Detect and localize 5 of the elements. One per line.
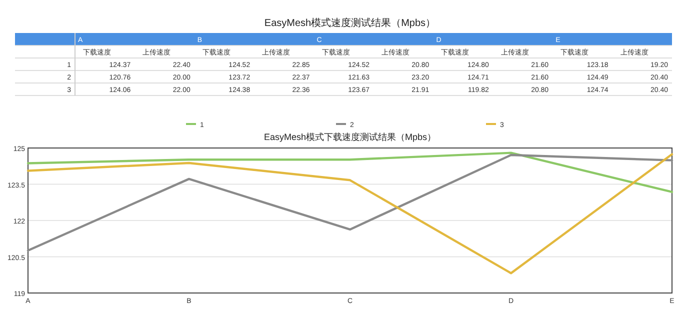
line-series	[26, 153, 674, 274]
text: EasyMesh模式速度测试结果（Mpbs）	[264, 17, 436, 29]
line-series	[26, 154, 674, 252]
chart-title: EasyMesh模式下载速度测试结果（Mpbs）	[264, 132, 436, 142]
line-series	[26, 152, 674, 194]
